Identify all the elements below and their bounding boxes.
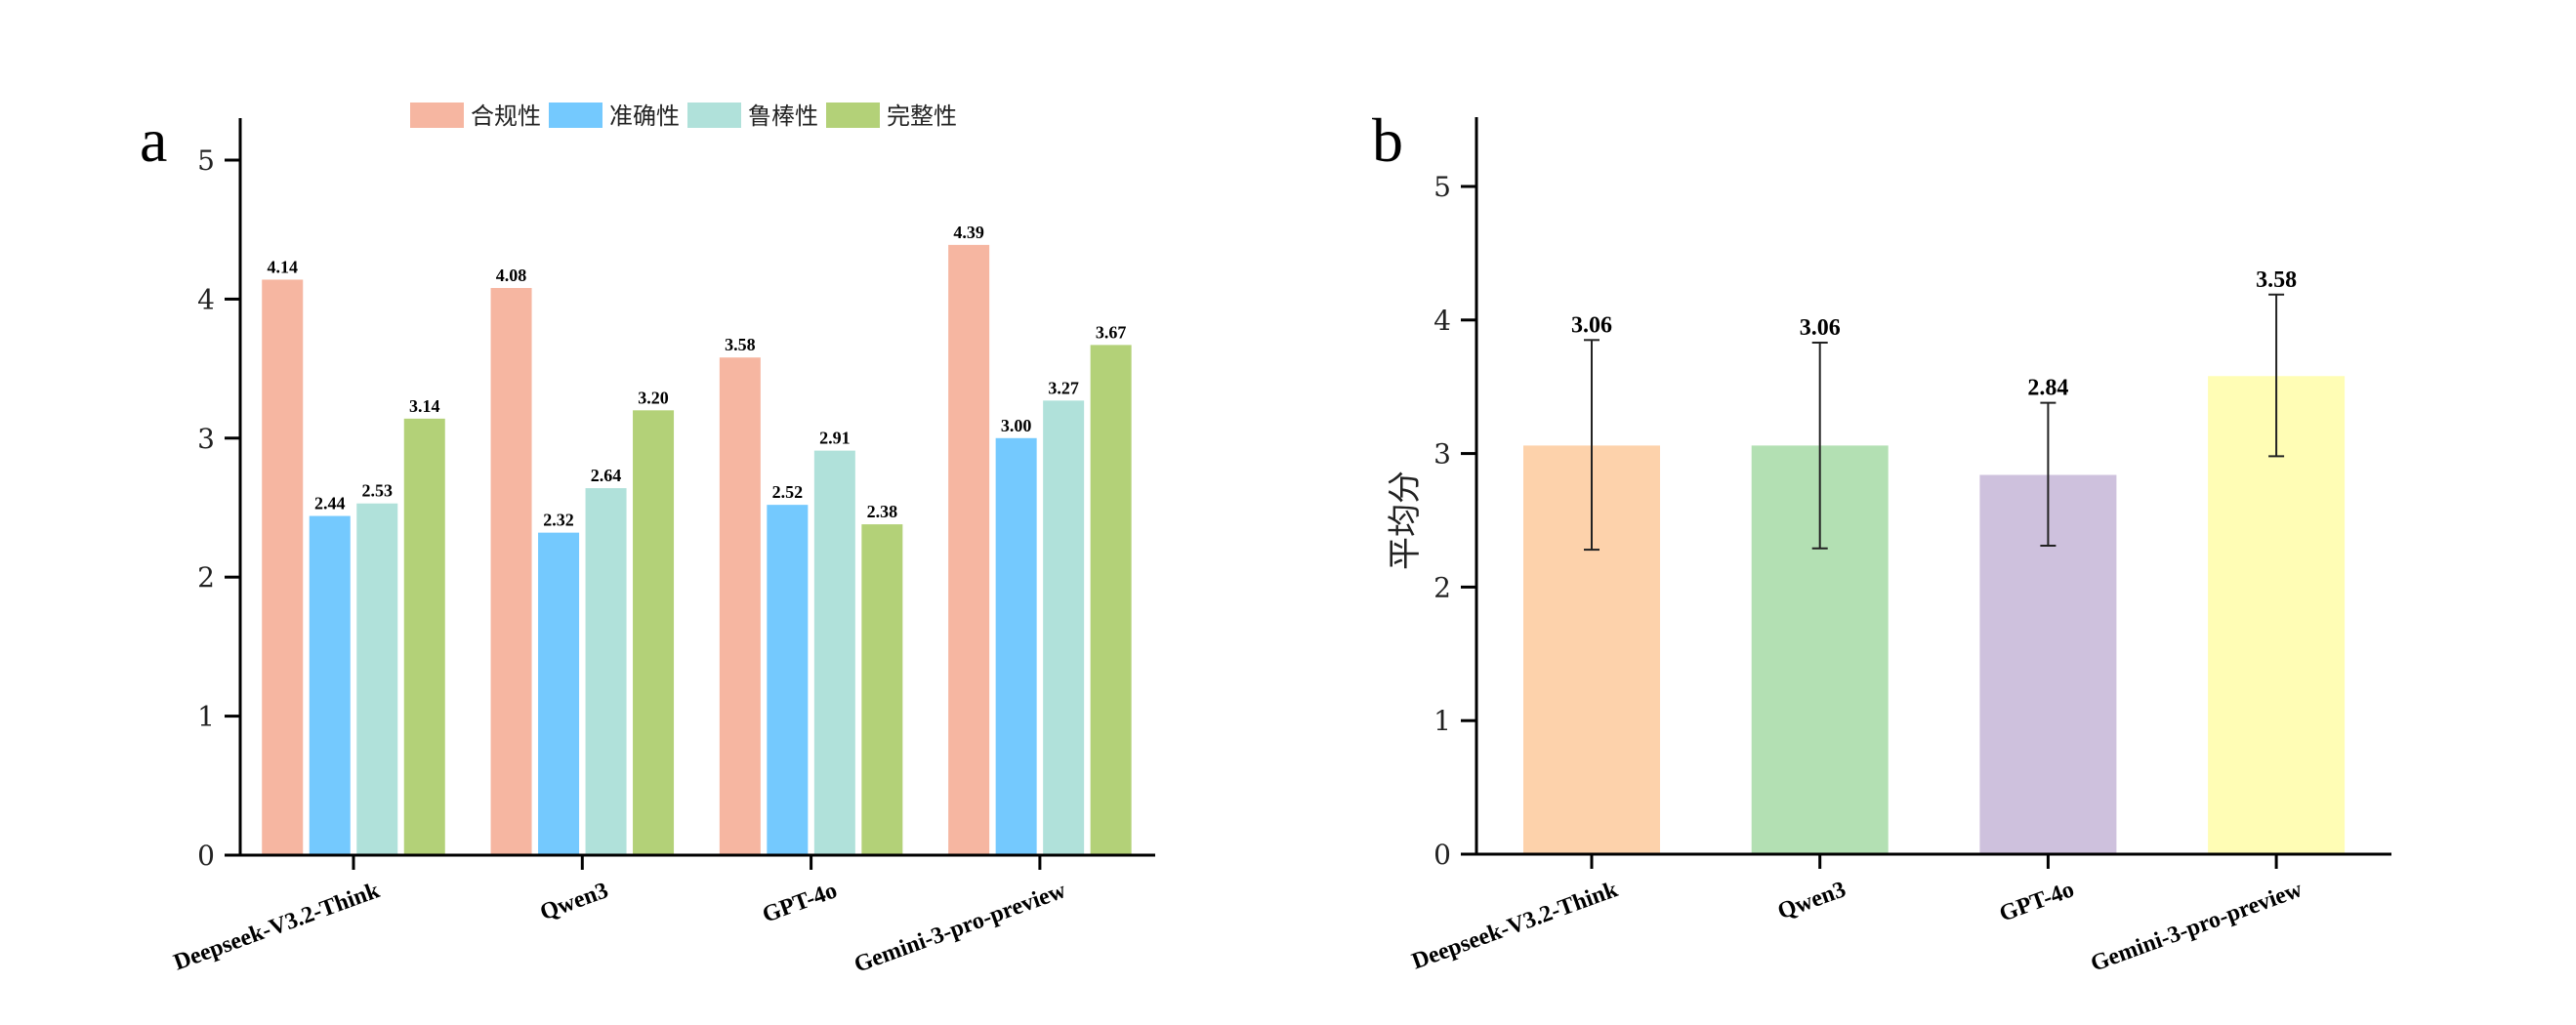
bar	[490, 288, 532, 855]
y-tick-label: 3	[1433, 438, 1451, 471]
bar	[813, 450, 855, 855]
y-ticks: 0 1 2 3 4 5	[1433, 171, 1476, 871]
legend-swatch	[826, 102, 880, 128]
y-tick-label: 4	[197, 283, 215, 315]
legend-swatch	[549, 102, 602, 128]
bar	[995, 437, 1037, 855]
x-tick-label: Qwen3	[1774, 877, 1849, 924]
y-tick-label: 5	[197, 144, 215, 177]
legend-label: 合规性	[471, 102, 541, 130]
panel-b-chart: 平均分 3.06 3.06 2.84 3.58 0 1 2 3 4 5 Deepseek-V3.…	[1386, 117, 2391, 977]
panel-a-chart: 合规性 准确性 鲁棒性 完整性 4.14 4.08 3.58 4.39 2.44 2.32 2.5…	[171, 102, 1155, 978]
data-label: 3.20	[638, 388, 669, 407]
y-tick-label: 5	[1433, 171, 1451, 203]
y-tick-label: 4	[1433, 305, 1451, 337]
x-tick-label: Qwen3	[537, 878, 612, 925]
legend-label: 完整性	[887, 102, 957, 130]
data-label: 2.53	[362, 481, 394, 501]
data-label: 4.08	[496, 266, 527, 285]
x-tick-label: Deepseek-V3.2-Think	[1409, 877, 1622, 975]
y-tick-label: 0	[197, 840, 215, 872]
data-label: 4.14	[268, 257, 299, 276]
bar	[633, 410, 675, 855]
legend-label: 鲁棒性	[748, 102, 818, 130]
data-label: 3.06	[1571, 312, 1612, 338]
y-tick-label: 1	[1433, 705, 1451, 737]
data-label: 2.64	[591, 466, 622, 485]
panel-a-letter: a	[140, 105, 167, 175]
bar	[767, 505, 809, 855]
data-label: 2.44	[314, 494, 346, 513]
y-tick-label: 2	[1433, 571, 1451, 603]
y-tick-label: 2	[197, 561, 215, 594]
data-label: 3.58	[2256, 267, 2297, 293]
data-label: 3.67	[1096, 322, 1127, 342]
value-labels: 4.14 4.08 3.58 4.39 2.44 2.32 2.52 3.00 2.53 2.64…	[268, 223, 1127, 530]
bar	[403, 418, 445, 855]
legend-label: 准确性	[609, 102, 680, 130]
y-tick-label: 3	[197, 423, 215, 455]
bar	[585, 488, 627, 855]
x-tick-label: Gemini-3-pro-preview	[851, 878, 1069, 978]
legend: 合规性 准确性 鲁棒性 完整性	[410, 102, 957, 130]
x-ticks: Deepseek-V3.2-Think Qwen3 GPT-4o Gemini-3-p…	[171, 855, 1070, 978]
data-label: 2.84	[2027, 376, 2068, 401]
panel-b-letter: b	[1372, 105, 1403, 175]
data-label: 3.27	[1048, 378, 1079, 397]
bar	[262, 279, 304, 855]
error-bars	[1584, 293, 2285, 552]
data-label: 2.32	[543, 511, 574, 530]
bars	[262, 244, 1132, 856]
bar	[356, 503, 398, 855]
bars	[1523, 376, 2346, 854]
y-axis-label: 平均分	[1386, 471, 1425, 570]
x-tick-label: Gemini-3-pro-preview	[2088, 877, 2306, 977]
bar	[309, 515, 351, 855]
y-tick-label: 1	[197, 701, 215, 733]
data-label: 3.58	[725, 335, 756, 354]
bar	[719, 357, 761, 855]
data-label: 4.39	[953, 223, 984, 242]
bar	[1043, 400, 1085, 855]
value-labels: 3.06 3.06 2.84 3.58	[1571, 267, 2297, 401]
data-label: 2.91	[819, 429, 851, 448]
bar	[538, 532, 580, 855]
data-label: 2.52	[772, 482, 804, 502]
bar	[861, 524, 903, 855]
legend-swatch	[687, 102, 741, 128]
x-tick-label: GPT-4o	[1996, 877, 2077, 926]
y-ticks: 0 1 2 3 4 5	[197, 144, 240, 872]
y-tick-label: 0	[1433, 839, 1451, 871]
data-label: 3.00	[1001, 416, 1032, 435]
x-tick-label: Deepseek-V3.2-Think	[171, 878, 384, 976]
data-label: 2.38	[867, 502, 898, 521]
bar	[1090, 345, 1132, 856]
data-label: 3.14	[409, 396, 440, 416]
data-label: 3.06	[1800, 315, 1841, 341]
bar	[948, 244, 990, 855]
x-ticks: Deepseek-V3.2-Think Qwen3 GPT-4o Gemini-3-p…	[1409, 854, 2306, 977]
legend-swatch	[410, 102, 464, 128]
x-tick-label: GPT-4o	[759, 878, 840, 927]
